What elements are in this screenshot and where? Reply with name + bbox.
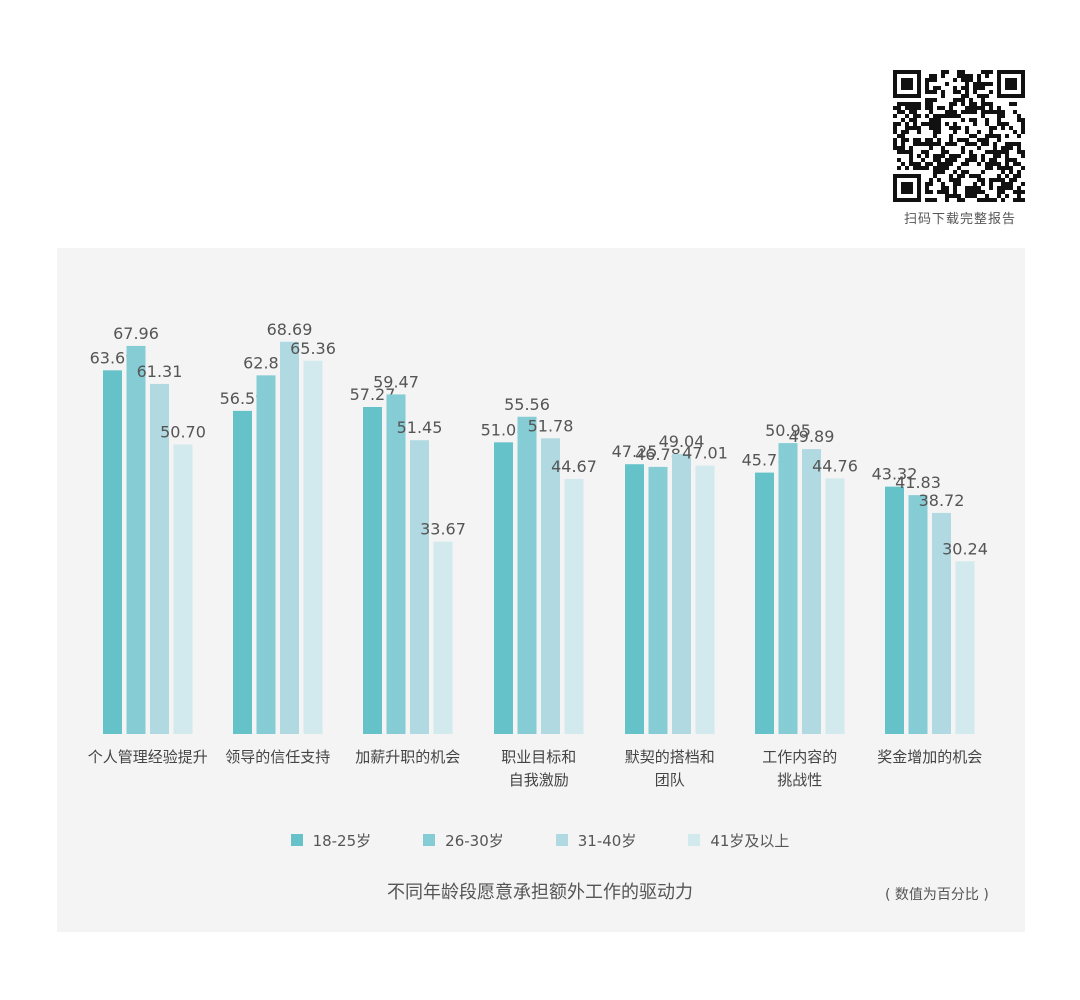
legend-label-3: 31-40岁 — [577, 831, 637, 850]
legend-swatch-2 — [423, 834, 436, 846]
data-label-7-series-4: 30.24 — [942, 539, 988, 558]
data-label-1-series-2: 67.96 — [113, 324, 159, 343]
category-label-1: 个人管理经验提升 — [88, 748, 208, 766]
bar-2-series-4 — [303, 360, 323, 734]
qr-caption: 扫码下载完整报告 — [903, 212, 1016, 227]
bar-1-series-1 — [103, 370, 122, 734]
data-label-2-series-3: 68.69 — [267, 320, 313, 339]
legend-item-2: 26-30岁 — [423, 830, 504, 851]
category-label-5-line-2: 团队 — [655, 771, 685, 789]
data-label-7-series-3: 38.72 — [919, 491, 965, 510]
legend-item-4: 41岁及以上 — [688, 830, 789, 851]
bar-3-series-4 — [433, 541, 453, 734]
data-label-1-series-1: 63.69 — [90, 348, 136, 367]
bar-7-series-2 — [908, 495, 928, 734]
bar-3-series-1 — [363, 406, 382, 734]
chart-title: 不同年龄段愿意承担额外工作的驱动力 — [387, 882, 693, 903]
data-label-3-series-1: 57.27 — [350, 385, 396, 404]
legend-label-2: 26-30岁 — [445, 831, 504, 850]
bar-4-series-3 — [541, 438, 560, 734]
data-label-4-series-3: 51.78 — [528, 416, 574, 435]
bar-4-series-2 — [517, 416, 537, 734]
qr-code-image — [893, 70, 1025, 202]
data-label-6-series-2: 50.95 — [765, 421, 811, 440]
bar-4-series-4 — [564, 478, 584, 734]
legend-swatch-1 — [290, 834, 303, 846]
bar-7-series-3 — [932, 512, 951, 734]
data-label-2-series-1: 56.59 — [220, 389, 266, 408]
data-label-2-series-4: 65.36 — [290, 339, 336, 358]
data-label-6-series-4: 44.76 — [812, 456, 858, 475]
data-label-3-series-2: 59.47 — [373, 372, 419, 391]
data-label-4-series-2: 55.56 — [504, 395, 550, 414]
legend-item-3: 31-40岁 — [555, 830, 637, 851]
bar-7-series-1 — [885, 486, 904, 734]
data-label-5-series-2: 46.78 — [635, 445, 681, 464]
category-label-4-line-2: 自我激励 — [509, 771, 569, 789]
bar-2-series-3 — [280, 341, 299, 734]
category-label-4-line-1: 职业目标和 — [501, 748, 576, 766]
legend-swatch-4 — [688, 834, 701, 846]
bar-6-series-2 — [778, 443, 798, 734]
bar-1-series-3 — [150, 383, 169, 734]
category-label-3: 加薪升职的机会 — [355, 748, 460, 766]
category-label-6-line-1: 工作内容的 — [762, 748, 837, 766]
data-label-6-series-3: 49.89 — [789, 427, 835, 446]
data-label-1-series-4: 50.70 — [160, 423, 206, 442]
category-label-7: 奖金增加的机会 — [877, 748, 982, 766]
data-label-5-series-1: 47.25 — [612, 442, 658, 461]
data-label-2-series-2: 62.81 — [243, 353, 289, 372]
bar-2-series-2 — [256, 375, 276, 734]
bar-1-series-4 — [173, 444, 193, 734]
bar-3-series-3 — [410, 440, 429, 734]
bar-5-series-1 — [625, 464, 644, 734]
unit-note: ( 数值为百分比 ) — [885, 887, 989, 903]
data-label-3-series-4: 33.67 — [420, 520, 466, 539]
data-label-4-series-1: 51.08 — [481, 420, 527, 439]
chart-legend: 18-25岁 26-30岁 31-40岁 41岁及以上 — [0, 828, 1080, 852]
bar-5-series-2 — [648, 466, 668, 734]
category-label-5-line-1: 默契的搭档和 — [625, 748, 715, 766]
data-label-6-series-1: 45.78 — [742, 451, 788, 470]
data-label-7-series-1: 43.32 — [872, 465, 918, 484]
bar-5-series-4 — [695, 465, 715, 734]
data-label-7-series-2: 41.83 — [895, 473, 941, 492]
data-label-5-series-4: 47.01 — [682, 444, 728, 463]
bar-7-series-4 — [955, 561, 975, 734]
bar-4-series-1 — [494, 442, 513, 734]
category-label-6-line-2: 挑战性 — [777, 771, 822, 789]
category-label-2: 领导的信任支持 — [225, 748, 330, 766]
bar-6-series-3 — [802, 449, 821, 734]
data-label-5-series-3: 49.04 — [659, 432, 705, 451]
legend-label-4: 41岁及以上 — [710, 831, 790, 850]
bar-3-series-2 — [386, 394, 406, 734]
data-label-1-series-3: 61.31 — [137, 362, 183, 381]
bar-2-series-1 — [233, 410, 252, 734]
bar-6-series-4 — [825, 478, 845, 734]
legend-label-1: 18-25岁 — [312, 831, 372, 850]
data-label-4-series-4: 44.67 — [551, 457, 597, 476]
bar-1-series-2 — [126, 345, 146, 734]
data-label-3-series-3: 51.45 — [397, 418, 443, 437]
legend-item-1: 18-25岁 — [290, 830, 372, 851]
legend-swatch-3 — [555, 834, 568, 846]
bar-5-series-3 — [672, 453, 691, 734]
bar-6-series-1 — [755, 472, 774, 734]
